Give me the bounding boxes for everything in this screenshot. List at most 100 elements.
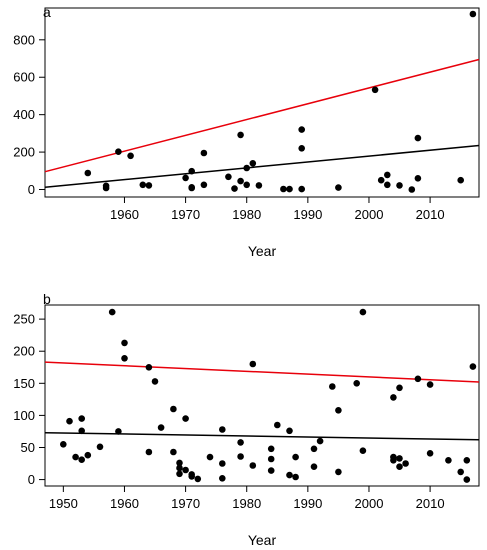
data-point (121, 355, 128, 362)
data-point (237, 131, 244, 139)
data-point (414, 134, 422, 142)
panel-a-plot-frame (44, 7, 480, 198)
panel-b: b 1950 1960 1970 1980 1990 2000 2010 0 50 100 150… (13, 291, 480, 548)
data-point (310, 445, 318, 453)
panel-b-x-axis: 1950 1960 1970 1980 1990 2000 2010 (49, 486, 445, 511)
x-tick-label: 1960 (110, 207, 139, 222)
data-point (176, 464, 183, 472)
data-point (145, 448, 153, 456)
data-point (249, 160, 257, 167)
data-point (249, 360, 257, 368)
data-point (115, 148, 122, 155)
data-point (292, 453, 299, 461)
data-point (267, 455, 275, 463)
x-tick-label: 2000 (355, 207, 384, 222)
data-point (219, 426, 226, 433)
data-point (426, 381, 434, 388)
data-point (145, 364, 153, 371)
data-point (298, 145, 306, 152)
data-point (182, 415, 189, 422)
data-point (225, 173, 232, 181)
y-tick-label: 0 (28, 182, 35, 197)
data-point (176, 459, 183, 467)
data-point (335, 184, 342, 191)
panel-b-trend-lines (44, 361, 480, 441)
data-point (78, 427, 85, 435)
data-point (445, 457, 452, 464)
data-point (139, 181, 147, 189)
data-point (414, 375, 422, 383)
data-point (145, 182, 153, 189)
trend-line-1 (44, 361, 480, 383)
data-point (170, 405, 177, 413)
data-point (414, 175, 422, 182)
data-point (267, 467, 275, 474)
x-tick-label: 1980 (232, 496, 261, 511)
data-point (329, 383, 336, 390)
data-point (359, 308, 367, 316)
data-point (286, 427, 293, 435)
data-point (237, 439, 244, 446)
data-point (292, 473, 299, 481)
data-point (310, 463, 318, 471)
data-point (72, 453, 79, 461)
y-tick-label: 600 (13, 70, 35, 85)
data-point (390, 394, 397, 401)
data-point (176, 470, 183, 478)
panel-b-y-axis: 0 50 100 150 200 250 (13, 312, 45, 487)
data-point (66, 417, 73, 425)
y-tick-label: 150 (13, 376, 35, 391)
data-point (390, 457, 397, 464)
data-point (457, 176, 465, 184)
x-tick-label: 1960 (110, 496, 139, 511)
data-point (335, 407, 342, 414)
data-point (200, 149, 208, 157)
data-point (231, 185, 238, 192)
x-tick-label: 1990 (293, 496, 322, 511)
data-point (78, 456, 85, 464)
data-point (255, 182, 263, 189)
x-tick-label: 1990 (293, 207, 322, 222)
trend-line-2 (44, 431, 480, 441)
panel-a-x-axis-title: Year (248, 243, 277, 259)
x-tick-label: 1980 (232, 207, 261, 222)
data-point (280, 185, 287, 193)
data-point (469, 363, 477, 370)
data-point (353, 380, 361, 387)
data-point (78, 415, 85, 422)
panel-b-x-axis-title: Year (248, 532, 277, 548)
data-point (316, 437, 324, 445)
data-point (249, 462, 257, 469)
data-point (457, 468, 465, 476)
data-point (127, 152, 134, 160)
panel-a-x-axis: 1960 1970 1980 1990 2000 2010 (110, 197, 445, 222)
panel-a-y-axis: 0 200 400 600 800 (13, 32, 45, 197)
x-tick-label: 1950 (49, 496, 78, 511)
x-tick-label: 1970 (171, 496, 200, 511)
data-point (463, 457, 471, 464)
data-point (377, 176, 385, 184)
data-point (243, 164, 250, 172)
data-point (219, 475, 226, 482)
data-point (298, 126, 306, 133)
x-tick-label: 2000 (355, 496, 384, 511)
data-point (396, 455, 403, 462)
data-point (200, 181, 208, 189)
data-point (286, 185, 293, 193)
x-tick-label: 1970 (171, 207, 200, 222)
panel-b-label: b (43, 291, 51, 307)
data-point (359, 447, 367, 455)
data-point (84, 169, 92, 177)
data-point (237, 177, 244, 185)
y-tick-label: 800 (13, 32, 35, 47)
data-point (96, 443, 104, 451)
panel-a: a 1960 1970 1980 1990 2000 2010 0 200 400 600 800… (13, 4, 480, 259)
y-tick-label: 100 (13, 408, 35, 423)
panel-b-points (60, 308, 477, 483)
data-point (219, 460, 226, 467)
panel-b-plot-frame (44, 304, 480, 487)
data-point (384, 171, 391, 179)
data-point (182, 174, 189, 182)
data-point (84, 451, 92, 459)
